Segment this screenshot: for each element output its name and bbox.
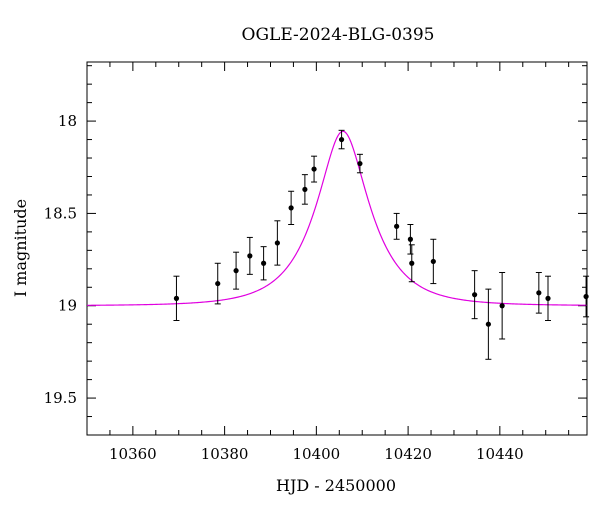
axis-tick-labels: 10360 10380 10400 10420 10440 18 18.5 19 19.5 [44,112,524,463]
data-point [173,295,180,301]
x-tick-label: 10440 [476,445,524,463]
data-point [338,136,345,143]
data-point [311,166,317,172]
data-point [485,321,491,327]
x-tick-label: 10360 [109,445,157,463]
y-tick-label: 19.5 [44,389,77,407]
data-point [499,303,505,309]
y-tick-label: 18.5 [44,204,77,222]
x-tick-label: 10420 [384,445,432,463]
data-point [409,260,415,266]
data-point [274,240,280,246]
data-points [173,129,590,360]
y-axis-label: I magnitude [11,199,30,297]
data-point [472,292,478,298]
data-point [407,236,413,242]
chart-title: OGLE-2024-BLG-0395 [242,25,435,45]
axis-ticks [86,62,587,436]
data-point [583,293,589,300]
y-tick-label: 19 [58,297,77,315]
data-point [233,268,239,274]
data-point [536,290,542,296]
data-point [215,280,221,287]
data-point [357,160,363,167]
model-curve [86,130,588,306]
data-point [261,260,267,266]
y-tick-label: 18 [58,112,77,130]
x-tick-label: 10400 [292,445,340,463]
data-point [288,205,294,211]
plot-frame [86,61,588,436]
data-point [430,258,436,265]
data-point [247,253,253,259]
data-point [545,295,551,301]
data-point [302,186,308,193]
data-point [394,223,400,229]
x-tick-label: 10380 [201,445,249,463]
x-axis-label: HJD - 2450000 [276,476,396,495]
